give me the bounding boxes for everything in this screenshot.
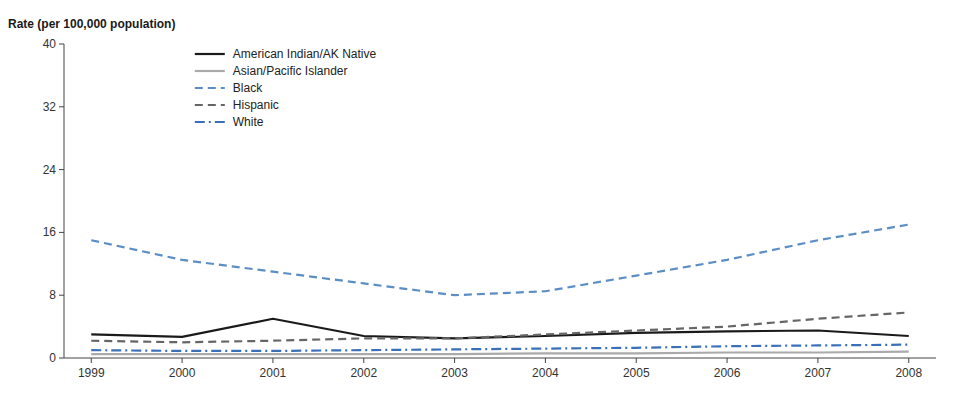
x-tick: [363, 358, 364, 363]
x-tick-label: 2001: [260, 366, 287, 380]
series-line: [91, 312, 909, 342]
y-tick: [59, 106, 64, 107]
x-tick: [636, 358, 637, 363]
y-tick-label: 32: [43, 100, 57, 114]
x-tick: [454, 358, 455, 363]
x-tick-label: 2008: [895, 366, 922, 380]
x-tick-label: 2000: [169, 366, 196, 380]
x-tick: [182, 358, 183, 363]
y-tick-label: 16: [43, 225, 57, 239]
legend-swatch: [195, 70, 225, 72]
legend-label: Hispanic: [233, 98, 279, 112]
x-tick-label: 2003: [441, 366, 468, 380]
y-tick: [59, 44, 64, 45]
y-tick: [59, 232, 64, 233]
x-tick-label: 2007: [805, 366, 832, 380]
legend-swatch: [195, 53, 225, 55]
x-tick: [908, 358, 909, 363]
x-axis-line: [64, 358, 936, 359]
legend-label: Asian/Pacific Islander: [233, 64, 348, 78]
legend-label: Black: [233, 81, 263, 95]
series-line: [91, 225, 909, 296]
series-line: [91, 352, 909, 354]
y-tick: [59, 358, 64, 359]
page: {"chart_data": { "type": "line", "y_labe…: [0, 0, 960, 396]
x-tick: [545, 358, 546, 363]
chart: 0 8 16 24 32 40 1999 2000 2001 2002 2003 2004 2005 20…: [0, 0, 960, 396]
axes: 0 8 16 24 32 40 1999 2000 2001 2002 2003 2004 2005 20…: [43, 37, 936, 380]
y-tick: [59, 295, 64, 296]
x-tick-label: 1999: [78, 366, 105, 380]
y-axis-label: Rate (per 100,000 population): [8, 17, 175, 31]
legend-swatch: [195, 104, 225, 106]
legend: American Indian/AK Native Asian/Pacific I…: [195, 47, 377, 129]
legend-label: American Indian/AK Native: [233, 47, 377, 61]
plot-area: [91, 225, 909, 355]
legend-label: White: [233, 115, 264, 129]
y-tick-label: 0: [49, 351, 56, 365]
x-tick: [272, 358, 273, 363]
series-line: [91, 345, 909, 351]
x-tick-label: 2005: [623, 366, 650, 380]
y-tick-label: 24: [43, 163, 57, 177]
x-tick-label: 2004: [532, 366, 559, 380]
x-tick: [727, 358, 728, 363]
x-tick: [91, 358, 92, 363]
x-tick-label: 2006: [714, 366, 741, 380]
legend-swatch: [195, 87, 225, 89]
y-tick: [59, 169, 64, 170]
y-axis-line: [64, 44, 65, 358]
y-tick-label: 8: [49, 288, 56, 302]
x-tick: [817, 358, 818, 363]
x-tick-label: 2002: [350, 366, 377, 380]
y-tick-label: 40: [43, 37, 57, 51]
legend-swatch: [195, 121, 225, 123]
